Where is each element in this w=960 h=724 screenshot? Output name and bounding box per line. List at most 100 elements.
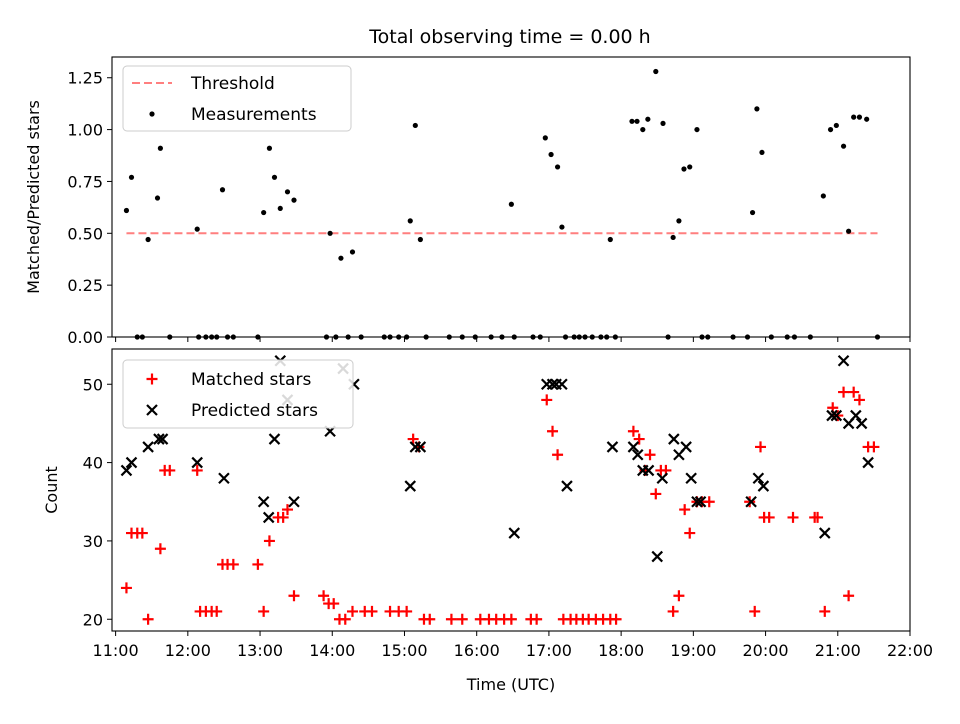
matched-star-point xyxy=(339,613,351,625)
measurement-point xyxy=(827,126,834,133)
predicted-star-point xyxy=(153,433,165,445)
matched-star-point xyxy=(650,488,662,500)
bottom-x-tick-label: 18:00 xyxy=(598,641,644,660)
matched-star-point xyxy=(328,598,340,610)
measurement-point xyxy=(554,164,561,170)
matched-star-point xyxy=(812,511,824,523)
predicted-star-point xyxy=(606,441,619,453)
predicted-star-point xyxy=(826,409,838,422)
measurement-point xyxy=(676,218,682,224)
predicted-star-point xyxy=(656,472,669,485)
measurement-point xyxy=(508,201,514,207)
matched-star-point xyxy=(277,511,289,523)
measurement-point xyxy=(417,236,423,243)
measurement-point xyxy=(327,230,333,236)
matched-star-point xyxy=(531,613,543,625)
bottom-x-tick-label: 20:00 xyxy=(743,641,789,660)
matched-star-point xyxy=(547,425,559,437)
measurement-point xyxy=(670,234,676,241)
bottom-panel: 11:00 12:00 13:00 14:00 15:00 16:00 17:00 18:00… xyxy=(42,348,933,694)
top-y-tick-label: 0.75 xyxy=(67,172,103,191)
matched-star-point xyxy=(505,613,517,625)
matched-star-point xyxy=(346,605,358,617)
bottom-y-tick-label: 50 xyxy=(83,375,103,394)
predicted-star-point xyxy=(556,378,568,391)
bottom-axes-frame xyxy=(111,348,911,632)
matched-star-point xyxy=(120,582,132,594)
matched-star-point xyxy=(703,496,715,508)
matched-star-point xyxy=(843,590,855,602)
matched-star-point xyxy=(541,394,553,406)
measurement-point xyxy=(653,68,659,75)
measurement-point xyxy=(261,209,267,216)
bottom-x-tick-label: 19:00 xyxy=(670,641,716,660)
matched-star-point xyxy=(154,543,166,555)
top-y-tick-label: 1.25 xyxy=(67,69,103,88)
measurement-point xyxy=(407,218,413,224)
bottom-y-tick-label: 20 xyxy=(83,610,103,629)
measurement-point xyxy=(634,118,640,124)
legend-matched-label: Matched stars xyxy=(191,370,311,390)
legend-threshold-label: Threshold xyxy=(190,74,275,94)
predicted-star-point xyxy=(745,495,757,508)
predicted-star-point xyxy=(642,464,655,477)
matched-star-point xyxy=(258,605,270,617)
top-y-tick-label: 0.25 xyxy=(67,276,103,295)
matched-star-point xyxy=(288,590,300,602)
predicted-star-point xyxy=(546,378,559,391)
matched-star-point xyxy=(673,590,685,602)
predicted-star-point xyxy=(414,441,427,453)
predicted-star-point xyxy=(191,456,203,469)
predicted-star-point xyxy=(404,480,417,492)
bottom-x-axis-label: Time (UTC) xyxy=(466,675,555,694)
predicted-star-point xyxy=(631,448,644,461)
measurement-point xyxy=(145,236,151,243)
matched-star-point xyxy=(366,605,378,617)
measurement-point xyxy=(840,143,847,149)
predicted-star-point xyxy=(262,511,275,524)
matched-star-point xyxy=(318,590,330,602)
bottom-x-tick-label: 21:00 xyxy=(815,641,861,660)
measurement-point xyxy=(154,195,161,201)
measurement-point xyxy=(687,164,693,170)
top-y-tick-label: 1.00 xyxy=(67,121,103,140)
figure-title: Total observing time = 0.00 h xyxy=(368,26,650,48)
predicted-star-point xyxy=(268,433,281,445)
matched-star-point xyxy=(407,433,419,445)
measurement-point xyxy=(277,205,283,212)
predicted-star-point xyxy=(855,417,868,430)
predicted-star-point xyxy=(850,409,862,422)
predicted-star-point xyxy=(651,550,664,563)
measurement-point xyxy=(694,126,700,133)
predicted-star-point xyxy=(288,495,300,508)
matched-star-point xyxy=(281,504,293,516)
measurement-point xyxy=(759,149,765,156)
legend-predicted-label: Predicted stars xyxy=(191,401,318,421)
matched-star-point xyxy=(191,464,203,476)
matched-star-point xyxy=(424,613,436,625)
matched-star-point xyxy=(627,425,639,437)
predicted-star-point xyxy=(409,441,422,453)
predicted-star-point xyxy=(680,441,692,453)
matched-star-point xyxy=(848,386,860,398)
matched-star-point xyxy=(838,386,850,398)
measurement-point xyxy=(271,174,278,180)
matched-star-point xyxy=(610,613,622,625)
matched-star-point xyxy=(819,605,831,617)
top-y-axis-label: Matched/Predicted stars xyxy=(24,100,43,294)
bottom-x-tick-label: 22:00 xyxy=(887,641,933,660)
legend-measurements-label: Measurements xyxy=(191,105,317,125)
bottom-x-tick-label: 16:00 xyxy=(454,641,500,660)
bottom-y-axis-label: Count xyxy=(42,466,61,514)
measurement-point xyxy=(349,249,356,255)
measurement-point xyxy=(291,197,297,203)
measurement-point xyxy=(266,145,273,151)
matched-star-point xyxy=(749,605,761,617)
measurement-point xyxy=(412,122,418,129)
measurement-point xyxy=(660,120,666,126)
predicted-star-point xyxy=(142,441,154,453)
matched-star-point xyxy=(763,511,775,523)
legend-predicted-swatch xyxy=(146,404,158,416)
